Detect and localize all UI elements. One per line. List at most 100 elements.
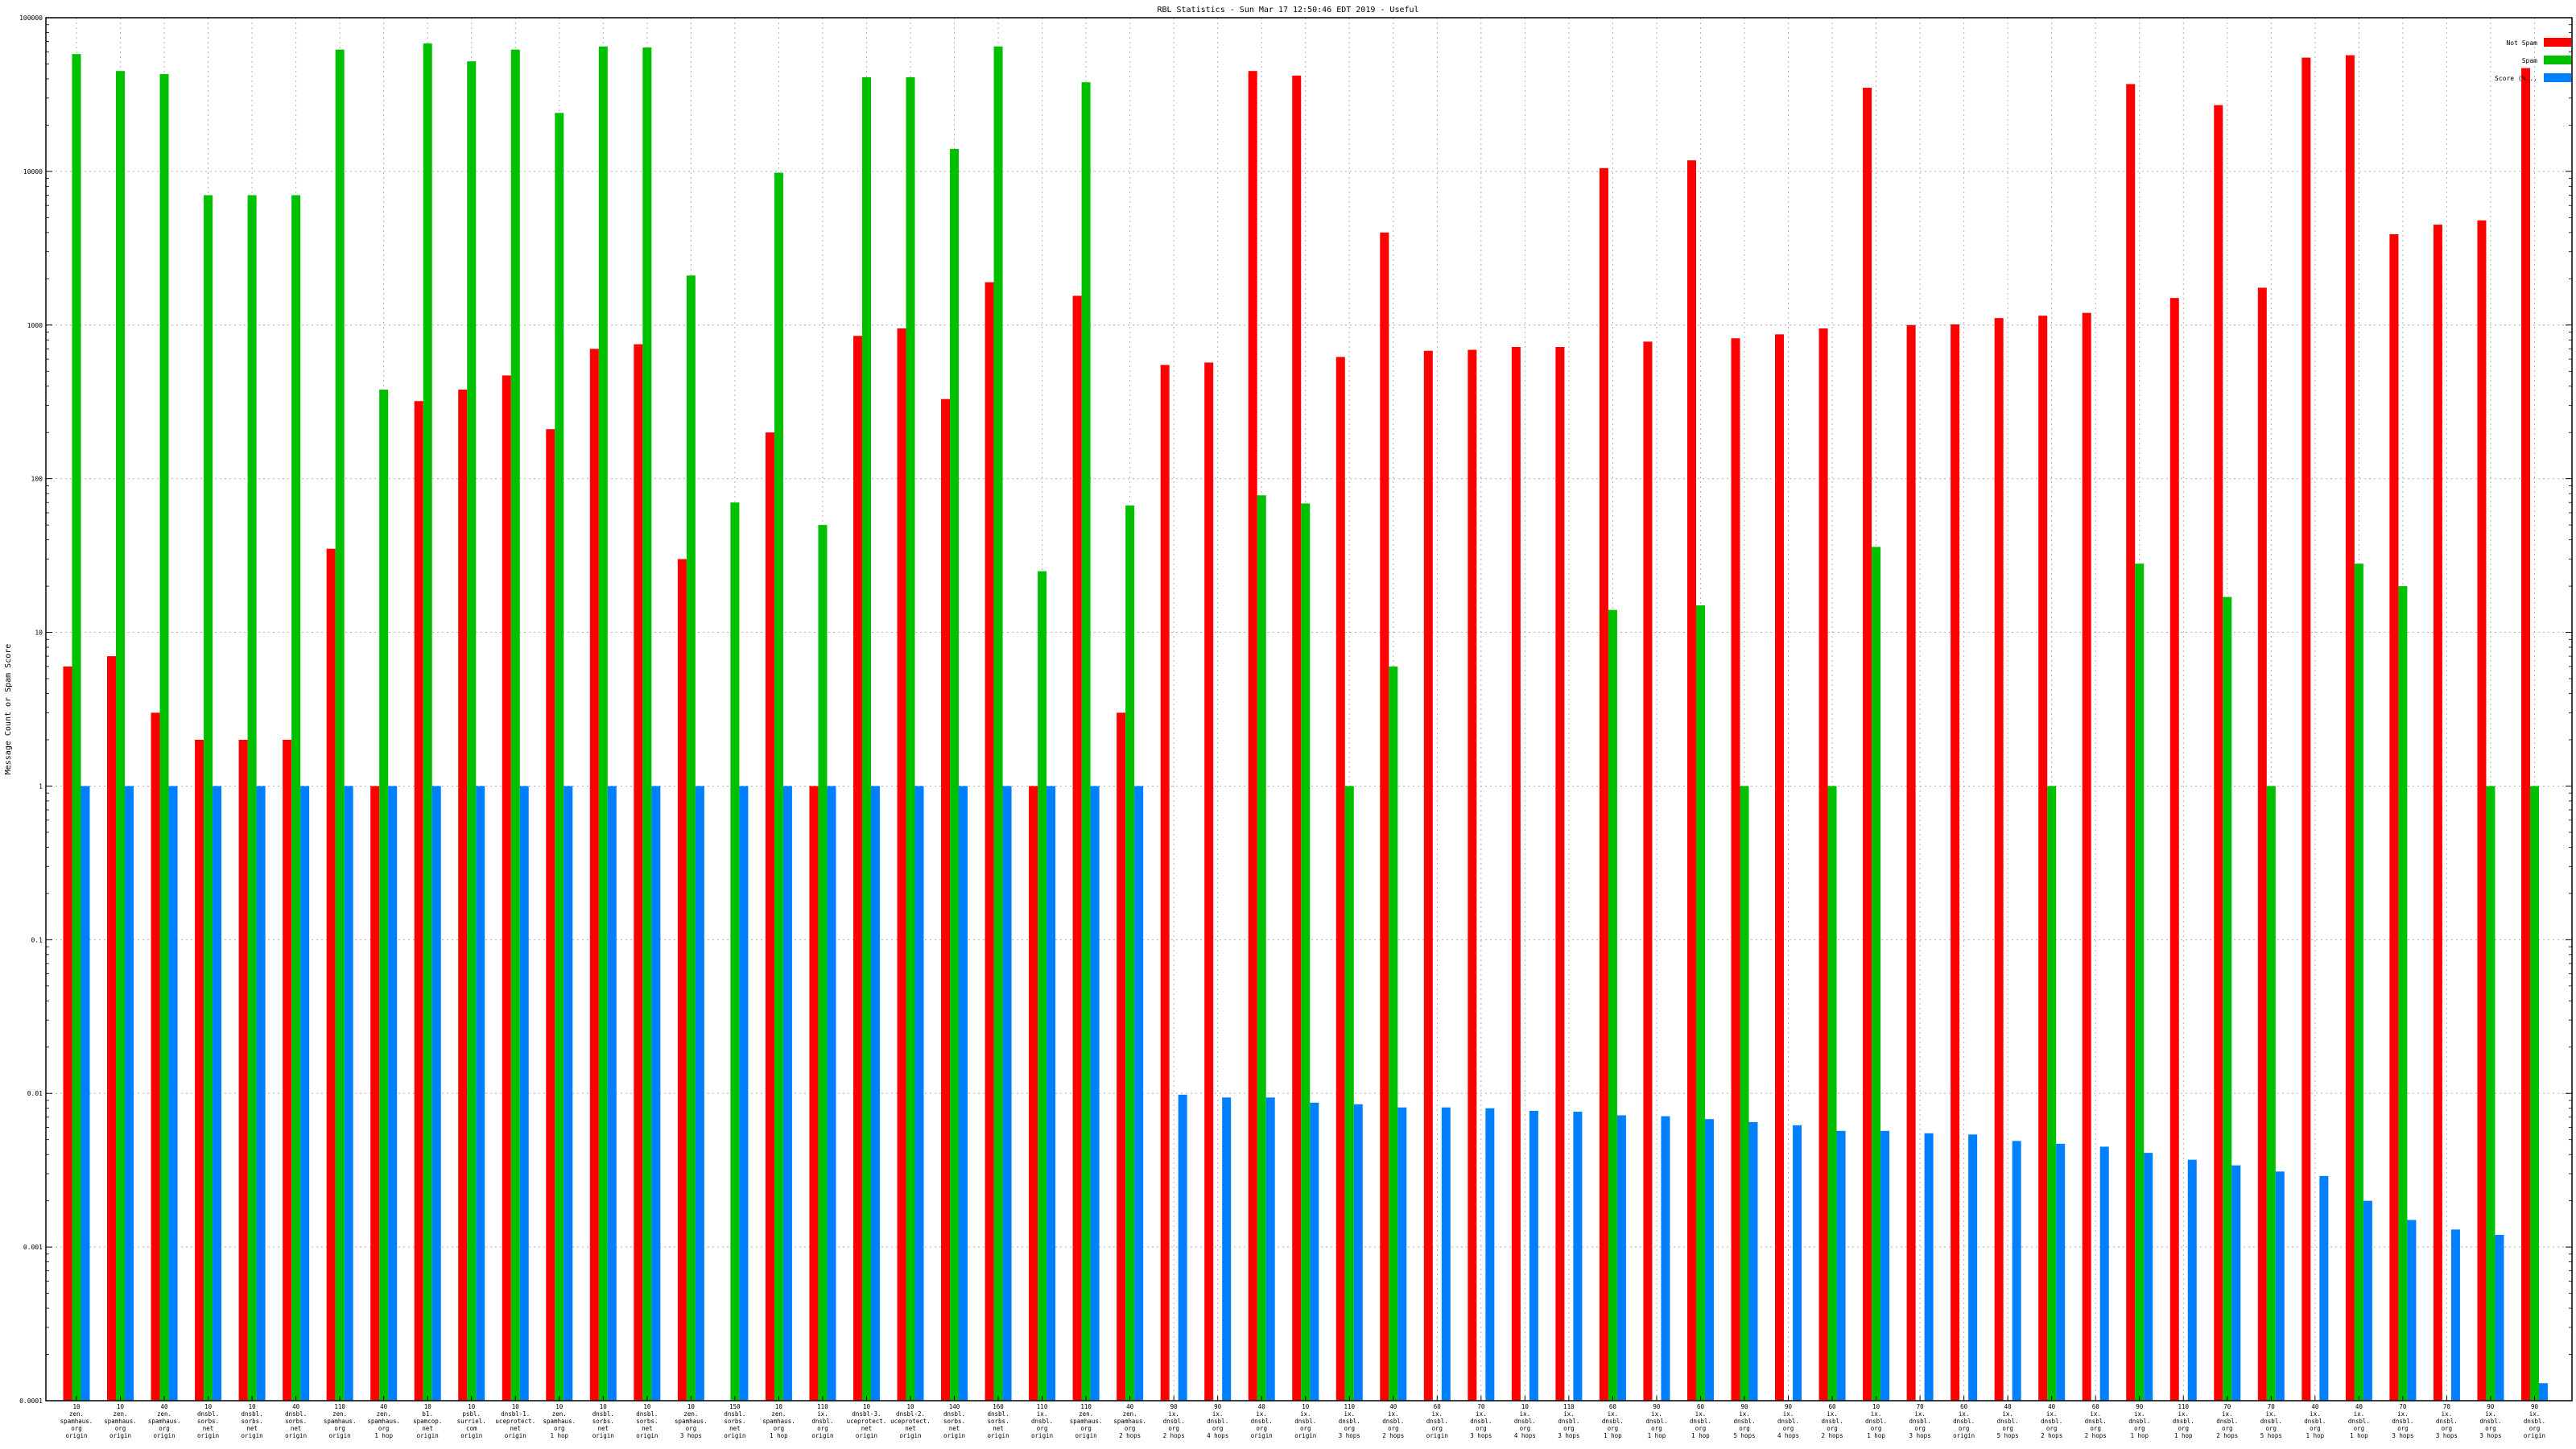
bar-score [1397, 1107, 1407, 1401]
x-tick-label-line: origin [65, 1432, 87, 1439]
x-tick-label: 40 dnsbl. sorbs. net origin [285, 1403, 307, 1439]
bar-score [782, 786, 792, 1401]
x-tick-label: 140 dnsbl. sorbs. net origin [943, 1403, 965, 1439]
x-tick-label-line: org [1080, 1425, 1092, 1432]
x-tick-label-line: org [2222, 1425, 2233, 1432]
x-tick-label-line: org [2266, 1425, 2277, 1432]
x-tick-label-line: 70 [2443, 1403, 2451, 1410]
bar-not-spam [1775, 334, 1785, 1401]
bar-not-spam [2082, 312, 2091, 1401]
bar-score [2538, 1383, 2548, 1401]
x-tick-label-line: 2 hops [1382, 1432, 1404, 1439]
x-tick-label-line: 90 [1785, 1403, 1793, 1410]
bar-not-spam [1335, 357, 1345, 1401]
bar-spam [1608, 609, 1617, 1401]
x-tick-label-line: origin [460, 1432, 482, 1439]
x-tick-label-line: zen. [69, 1410, 84, 1418]
bar-spam [1038, 571, 1047, 1401]
bar-not-spam [2520, 68, 2530, 1401]
x-tick-label-line: 110 [2178, 1403, 2189, 1410]
x-tick-label-line: 10 [468, 1403, 476, 1410]
bar-score [870, 786, 880, 1401]
y-tick-label: 10000 [23, 168, 43, 175]
bar-score [739, 786, 749, 1401]
x-tick-label-line: org [686, 1425, 697, 1432]
bar-score [2407, 1220, 2417, 1401]
x-tick-label-line: net [905, 1425, 916, 1432]
bar-score [2187, 1159, 2197, 1401]
bar-spam [818, 525, 828, 1402]
x-tick-label-line: org [554, 1425, 565, 1432]
x-tick-label-line: sorbs. [943, 1418, 965, 1425]
x-tick-label-line: dnsbl. [2436, 1418, 2458, 1425]
x-tick-label: 60 ix. dnsbl. org origin [1426, 1403, 1448, 1439]
x-tick-label-line: 3 hops [2436, 1432, 2458, 1439]
bar-not-spam [107, 656, 117, 1401]
x-tick-label-line: org [1520, 1425, 1531, 1432]
x-tick-label-line: 10 [72, 1403, 80, 1410]
bar-not-spam [1599, 167, 1608, 1401]
bar-spam [774, 172, 783, 1402]
bar-spam [467, 61, 477, 1402]
x-tick-label-line: spamhaus. [1070, 1418, 1103, 1425]
x-tick-label-line: org [2090, 1425, 2101, 1432]
x-tick-label: 60 ix. dnsbl. org 2 hops [2085, 1403, 2107, 1439]
x-tick-label-line: ix. [1608, 1410, 1619, 1418]
x-tick-label-line: ix. [1037, 1410, 1048, 1418]
bar-not-spam [458, 389, 468, 1401]
x-tick-label-line: net [949, 1425, 960, 1432]
bar-score [2275, 1171, 2285, 1401]
x-tick-label-line: sorbs. [724, 1418, 745, 1425]
bar-score [914, 786, 924, 1401]
legend-swatch [2544, 56, 2571, 64]
x-tick-label-line: 4 hops [1514, 1432, 1536, 1439]
x-tick-label-line: spamhaus. [543, 1418, 576, 1425]
x-tick-label-line: 40 [2004, 1403, 2013, 1410]
bar-score [125, 786, 134, 1401]
x-tick-label-line: 1 hop [1867, 1432, 1885, 1439]
x-tick-label-line: 60 [1697, 1403, 1705, 1410]
bar-not-spam [1380, 232, 1389, 1402]
x-tick-label: 110 ix. dnsbl. org 3 hops [1339, 1403, 1360, 1439]
x-tick-label-line: 110 [1080, 1403, 1092, 1410]
plot-frame [45, 17, 2573, 1402]
x-tick-label-line: net [422, 1425, 433, 1432]
x-tick-label-line: zen. [552, 1410, 567, 1418]
x-tick-label-line: dnsbl. [636, 1410, 658, 1418]
x-tick-label: 10 dnsbl-3. uceprotect. net origin [847, 1403, 887, 1439]
x-tick-label-line: 60 [1829, 1403, 1837, 1410]
legend: Not Spam Spam Score (%... [2495, 38, 2571, 82]
x-tick-label-line: ix. [2178, 1410, 2189, 1418]
x-tick-label-line: net [510, 1425, 521, 1432]
x-tick-label: 40 ix. dnsbl. org 2 hops [2041, 1403, 2062, 1439]
bar-spam [1081, 82, 1091, 1402]
x-tick-label-line: dnsbl. [1865, 1418, 1887, 1425]
x-tick-label-line: ix. [1563, 1410, 1575, 1418]
x-tick-label-line: origin [1426, 1432, 1448, 1439]
x-tick-label-line: org [2002, 1425, 2013, 1432]
bar-spam [72, 54, 81, 1402]
bar-not-spam [1863, 88, 1872, 1401]
x-tick-label-line: 10 [1302, 1403, 1310, 1410]
x-tick-label-line: 3 hops [1909, 1432, 1931, 1439]
x-tick-label-line: dnsbl. [1163, 1418, 1185, 1425]
x-tick-label-line: ix. [1520, 1410, 1531, 1418]
bar-spam [1301, 503, 1311, 1401]
bar-not-spam [63, 666, 72, 1401]
x-tick-label-line: origin [811, 1432, 833, 1439]
x-tick-label: 40 ix. dnsbl. org origin [1251, 1403, 1273, 1439]
x-tick-label-line: spamhaus. [104, 1418, 137, 1425]
x-tick-label: 40 zen. spamhaus. org 1 hop [367, 1403, 400, 1439]
x-tick-label-line: 40 [2311, 1403, 2319, 1410]
bar-not-spam [1686, 160, 1696, 1401]
x-tick-label-line: 110 [1563, 1403, 1575, 1410]
x-tick-label-line: dnsbl. [724, 1410, 745, 1418]
x-tick-label-line: dnsbl. [242, 1410, 263, 1418]
x-tick-label-line: ix. [2046, 1410, 2058, 1418]
x-tick-label-line: 70 [1477, 1403, 1485, 1410]
y-tick-label: 10 [35, 630, 43, 637]
x-tick-label-line: dnsbl. [1953, 1418, 1975, 1425]
bar-score [2495, 1234, 2504, 1401]
bar-spam [1344, 786, 1354, 1401]
